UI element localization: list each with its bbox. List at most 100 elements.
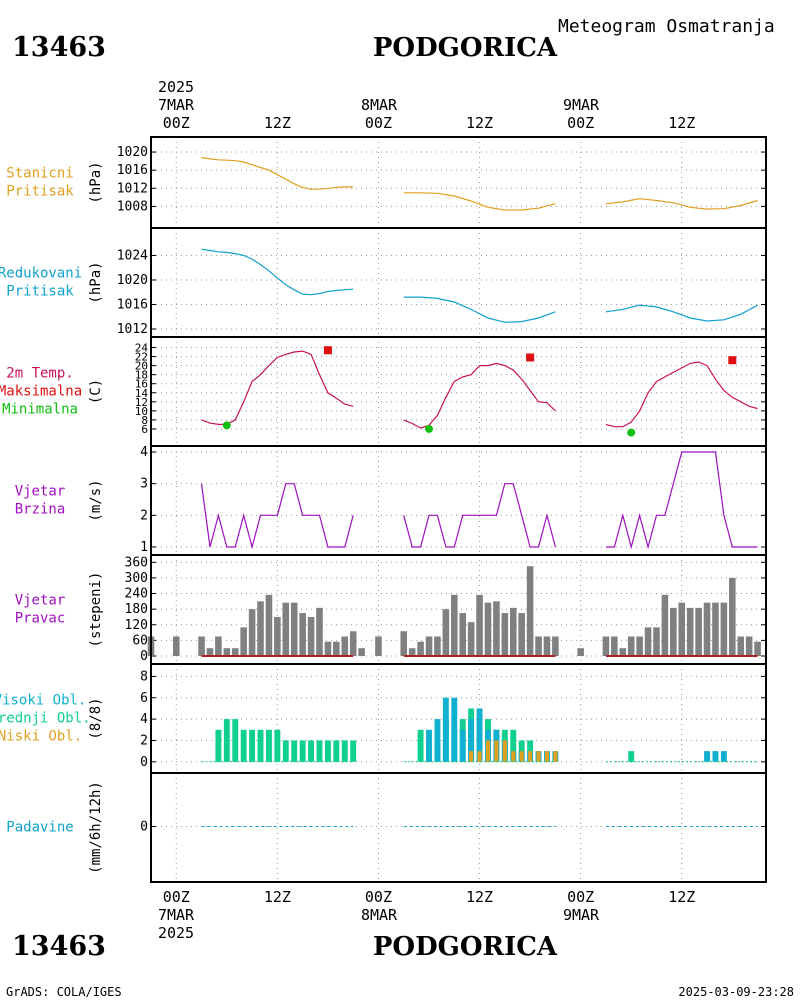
- panel-precipitation: 0 Padavine (mm/6h/12h): [6, 772, 767, 883]
- panel-pressure: 1008 1012 1016 1020 Stanicni Pritisak (hPa): [6, 136, 767, 229]
- panel-frame: [150, 227, 767, 338]
- series-label: Redukovani: [0, 266, 82, 282]
- bottom-tick-label: 00Z: [365, 888, 392, 906]
- top-tick-label: 00Z: [365, 114, 392, 132]
- y-tick-label: 0: [140, 649, 148, 664]
- series-label: Srednji Obl.: [0, 711, 91, 727]
- direction-bar: [661, 594, 669, 656]
- cloud-bar: [628, 751, 635, 762]
- cloud-bar: [434, 719, 441, 762]
- top-tick-label: 00Z: [163, 114, 190, 132]
- cloud-bar: [249, 729, 256, 762]
- panel-cloud-cover: 0 2 4 6 8 Visoki Obl. Srednji Obl. Niski Obl. (8…: [0, 663, 767, 774]
- series-line: [605, 304, 758, 322]
- direction-bar: [451, 594, 458, 656]
- cloud-bar: [291, 740, 298, 762]
- bottom-day-label-1: 7MAR: [158, 906, 195, 924]
- cloud-bar: [712, 751, 719, 762]
- direction-bar: [408, 648, 416, 656]
- series-line: [403, 483, 556, 548]
- y-axis-label: (m/s): [88, 479, 104, 521]
- direction-bar: [644, 627, 652, 656]
- y-tick-label: 22: [135, 351, 148, 364]
- direction-bar: [636, 636, 643, 656]
- direction-bar: [417, 641, 424, 656]
- direction-bar: [484, 602, 492, 656]
- direction-bar: [703, 602, 711, 656]
- bottom-day-label-2: 8MAR: [361, 906, 398, 924]
- series-label: Minimalna: [2, 402, 78, 418]
- max-marker: [728, 356, 737, 365]
- direction-bar: [282, 602, 290, 656]
- cloud-bar: [511, 751, 516, 762]
- y-tick-label: 300: [125, 571, 148, 586]
- y-tick-label: 12: [135, 396, 148, 409]
- series-line: [605, 451, 758, 550]
- cloud-bar: [468, 719, 475, 762]
- cloud-bar: [308, 740, 315, 762]
- direction-bar: [316, 607, 323, 656]
- direction-bar: [459, 613, 466, 656]
- cloud-bar: [469, 751, 474, 762]
- direction-bar: [712, 602, 719, 656]
- series-line: [605, 198, 758, 210]
- y-tick-label: 0: [140, 820, 148, 835]
- cloud-bar: [485, 740, 491, 762]
- top-tick-label: 12Z: [264, 114, 291, 132]
- direction-bar: [493, 601, 500, 656]
- direction-bar: [602, 636, 610, 656]
- panel-frame: [150, 445, 767, 556]
- y-tick-label: 10: [135, 405, 148, 418]
- series-label: Brzina: [15, 502, 66, 518]
- station-id: 13463: [12, 32, 106, 63]
- direction-bar: [341, 636, 349, 656]
- direction-bar: [290, 602, 298, 656]
- y-tick-label: 2: [140, 733, 148, 748]
- y-axis-label: (C): [88, 379, 104, 404]
- cloud-bar: [232, 719, 239, 762]
- y-axis-label: (hPa): [88, 161, 104, 203]
- y-tick-label: 3: [140, 477, 148, 492]
- y-tick-label: 60: [132, 633, 148, 648]
- direction-bar: [240, 627, 247, 656]
- footer-timestamp: 2025-03-09-23:28: [678, 985, 794, 999]
- y-tick-label: 1008: [117, 199, 148, 214]
- cloud-bar: [299, 740, 306, 762]
- y-tick-label: 4: [140, 445, 148, 460]
- y-tick-label: 120: [125, 618, 148, 633]
- direction-bar: [467, 622, 475, 656]
- y-tick-label: 0: [140, 755, 148, 770]
- footer-credit: GrADS: COLA/IGES: [6, 985, 122, 999]
- direction-bar: [678, 602, 686, 656]
- cloud-bar: [274, 729, 281, 762]
- series-label: Vjetar: [15, 484, 66, 500]
- series-label: Pritisak: [6, 284, 74, 300]
- panel-frame: [150, 136, 767, 229]
- direction-bar: [434, 636, 441, 656]
- direction-bar: [509, 607, 517, 656]
- bottom-tick-label: 12Z: [466, 888, 493, 906]
- y-tick-label: 14: [135, 387, 149, 400]
- y-tick-label: 2: [140, 508, 148, 523]
- min-marker: [627, 428, 636, 437]
- direction-bar: [686, 607, 694, 656]
- bottom-day-label-3: 9MAR: [563, 906, 600, 924]
- direction-bar: [720, 602, 728, 656]
- series-label: Stanicni: [6, 166, 73, 182]
- cloud-bar: [459, 729, 466, 762]
- direction-bar: [215, 636, 222, 656]
- y-axis-label: (mm/6h/12h): [88, 781, 104, 874]
- series-label: Vjetar: [15, 593, 66, 609]
- direction-bar: [737, 636, 745, 656]
- bottom-tick-label: 12Z: [264, 888, 291, 906]
- cloud-bar: [426, 729, 432, 762]
- direction-bar: [223, 648, 231, 656]
- direction-bar: [299, 613, 306, 656]
- top-tick-label: 12Z: [466, 114, 493, 132]
- y-tick-label: 20: [135, 360, 148, 373]
- direction-bar: [274, 616, 281, 656]
- cloud-bar: [553, 751, 558, 762]
- min-marker: [425, 424, 434, 433]
